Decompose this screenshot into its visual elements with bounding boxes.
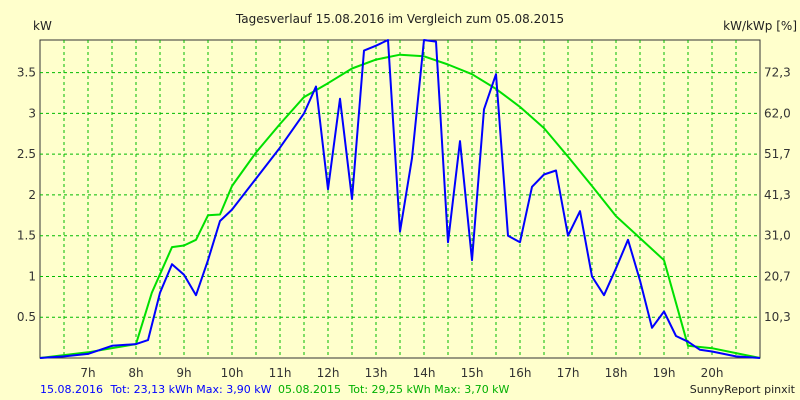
series-lines [39,39,761,359]
y-tick-label-left: 1 [28,269,36,283]
footer-series1-stats: Tot: 23,13 kWh Max: 3,90 kW [109,383,271,396]
y-tick-label-right: 41,3 [764,188,791,202]
series-line-15.08.2016 [39,39,761,359]
x-tick-label: 20h [701,366,724,380]
footer-series2-date: 05.08.2015 [278,383,341,396]
x-tick-label: 7h [80,366,95,380]
y-tick-label-right: 31,0 [764,229,791,243]
y-tick-label-right: 72,3 [764,66,791,80]
y-tick-labels-left: 0.5 1 1.5 2 2.5 3 3.5 [17,66,36,325]
footer-series1-date: 15.08.2016 [40,383,103,396]
footer-series2-stats: Tot: 29,25 kWh Max: 3,70 kW [347,383,509,396]
y-tick-label-left: 2.5 [17,147,36,161]
series-line-05.08.2015 [39,53,761,359]
x-tick-label: 12h [317,366,340,380]
x-tick-label: 17h [557,366,580,380]
x-tick-label: 9h [176,366,191,380]
x-tick-label: 18h [605,366,628,380]
y-tick-label-right: 51,7 [764,147,791,161]
chart-title: Tagesverlauf 15.08.2016 im Vergleich zum… [235,12,564,26]
x-tick-label: 14h [413,366,436,380]
x-tick-label: 16h [509,366,532,380]
y-tick-label-left: 3.5 [17,66,36,80]
y-tick-label-left: 0.5 [17,310,36,324]
y-tick-label-right: 10,3 [764,310,791,324]
y-tick-label-left: 1.5 [17,229,36,243]
y-tick-label-left: 2 [28,188,36,202]
y-axis-left-label: kW [33,19,52,33]
x-tick-label: 15h [461,366,484,380]
x-tick-label: 11h [269,366,292,380]
x-tick-labels: 7h 8h 9h 10h 11h 12h 13h 14h 15h 16h 17h 18h 19h 20h [80,366,723,380]
grid [40,40,760,358]
y-axis-right-label: kW/kWp [%] [723,19,797,33]
footer-legend: 15.08.2016 Tot: 23,13 kWh Max: 3,90 kW 0… [40,383,510,396]
y-tick-label-left: 3 [28,106,36,120]
y-tick-labels-right: 10,3 20,7 31,0 41,3 51,7 62,0 72,3 [764,66,791,325]
x-tick-label: 10h [221,366,244,380]
y-tick-label-right: 62,0 [764,106,791,120]
x-tick-label: 8h [128,366,143,380]
y-tick-label-right: 20,7 [764,269,791,283]
x-tick-label: 19h [653,366,676,380]
footer-brand: SunnyReport pinxit [690,383,796,396]
x-tick-label: 13h [365,366,388,380]
